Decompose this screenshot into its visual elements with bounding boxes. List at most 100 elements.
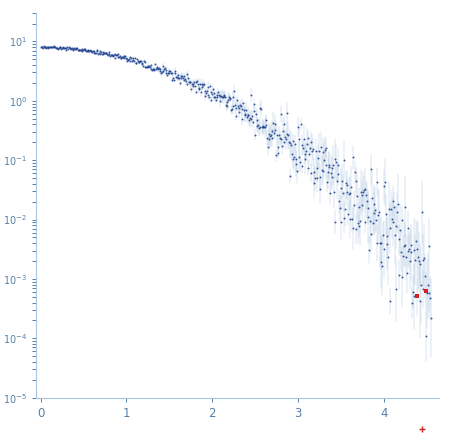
Point xyxy=(157,68,164,75)
Point xyxy=(104,52,111,59)
Point xyxy=(129,55,136,62)
Point xyxy=(73,45,81,52)
Point xyxy=(106,51,113,58)
Point xyxy=(68,45,75,52)
Point xyxy=(362,185,369,192)
Point xyxy=(203,87,211,94)
Point xyxy=(280,121,287,128)
Point xyxy=(378,262,386,269)
Point xyxy=(374,178,381,185)
Point xyxy=(224,96,231,103)
Point xyxy=(85,47,92,54)
Point xyxy=(302,150,309,157)
Point xyxy=(254,123,261,130)
Point xyxy=(355,222,362,229)
Point xyxy=(252,111,260,118)
Point xyxy=(143,64,150,71)
Point xyxy=(76,46,83,53)
Point xyxy=(127,57,134,64)
Point xyxy=(183,80,190,87)
Point xyxy=(83,47,91,54)
Point xyxy=(63,45,70,52)
Point xyxy=(266,132,274,139)
Point xyxy=(64,45,72,52)
Point xyxy=(140,62,147,69)
Point xyxy=(249,119,256,126)
Point xyxy=(136,58,143,65)
Point xyxy=(217,98,224,105)
Point xyxy=(255,124,262,131)
Point xyxy=(397,248,405,255)
Point xyxy=(382,210,390,217)
Point xyxy=(267,132,275,139)
Point xyxy=(180,73,187,80)
Point xyxy=(346,190,353,197)
Point xyxy=(153,65,160,72)
Point xyxy=(144,63,151,70)
Point xyxy=(344,188,351,195)
Point xyxy=(56,44,63,51)
Point xyxy=(117,54,124,61)
Point xyxy=(239,116,246,123)
Point xyxy=(170,76,178,83)
Point xyxy=(92,49,99,56)
Point xyxy=(206,94,213,101)
Point xyxy=(125,55,132,62)
Point xyxy=(57,44,64,51)
Point xyxy=(274,149,281,156)
Point xyxy=(176,74,183,81)
Point xyxy=(204,83,212,90)
Point xyxy=(394,200,401,207)
Point xyxy=(270,130,277,137)
Point xyxy=(121,53,129,60)
Point xyxy=(240,107,247,114)
Point xyxy=(40,43,48,50)
Point xyxy=(114,53,121,60)
Point xyxy=(257,106,265,113)
Point xyxy=(61,45,68,52)
Point xyxy=(239,100,246,107)
Point xyxy=(387,297,394,304)
Point xyxy=(171,69,178,76)
Point xyxy=(301,155,308,162)
Point xyxy=(278,110,285,117)
Point xyxy=(225,94,232,101)
Point xyxy=(234,102,241,109)
Point xyxy=(264,143,271,150)
Point xyxy=(218,94,226,101)
Point xyxy=(284,132,292,139)
Point xyxy=(101,49,108,56)
Point xyxy=(97,49,105,55)
Point xyxy=(84,47,91,54)
Point xyxy=(409,300,416,307)
Point xyxy=(58,45,66,52)
Point xyxy=(377,239,384,246)
Point xyxy=(348,215,356,222)
Point xyxy=(402,203,409,210)
Point xyxy=(120,54,128,61)
Point xyxy=(288,150,295,157)
Point xyxy=(243,113,251,120)
Point xyxy=(141,59,148,66)
Point xyxy=(208,97,215,104)
Point xyxy=(229,103,236,110)
Point xyxy=(96,47,103,54)
Point xyxy=(185,79,193,86)
Point xyxy=(352,225,359,232)
Point xyxy=(352,168,359,175)
Point xyxy=(224,99,231,106)
Point xyxy=(166,68,173,75)
Point xyxy=(65,44,72,51)
Point xyxy=(207,82,214,89)
Point xyxy=(321,147,328,154)
Point xyxy=(260,123,267,130)
Point xyxy=(244,111,251,118)
Point xyxy=(44,44,51,51)
Point xyxy=(283,131,290,138)
Point xyxy=(312,148,319,155)
Point xyxy=(67,45,74,52)
Point xyxy=(41,43,48,50)
Point xyxy=(389,218,396,225)
Point xyxy=(49,43,57,50)
Point xyxy=(279,127,286,134)
